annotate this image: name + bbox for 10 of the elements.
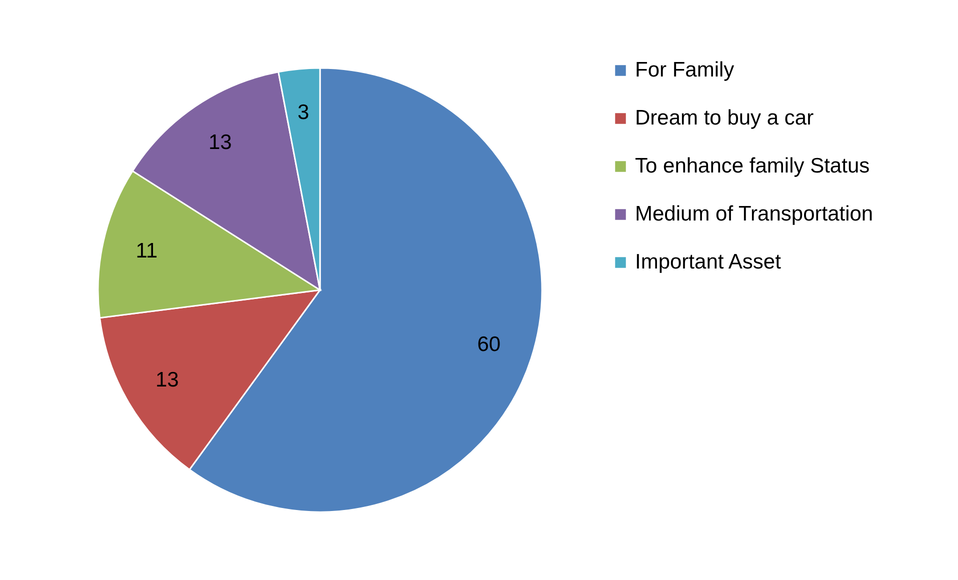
data-label: 11: [136, 239, 158, 262]
data-label: 13: [155, 368, 179, 392]
legend-label: For Family: [635, 58, 735, 82]
data-label: 13: [208, 131, 232, 154]
legend-label: Important Asset: [635, 250, 782, 274]
legend-label: To enhance family Status: [635, 154, 870, 178]
data-label: 3: [297, 101, 310, 124]
legend-label: Dream to buy a car: [635, 106, 814, 130]
data-label: 60: [477, 332, 501, 356]
legend-label: Medium of Transportation: [635, 202, 874, 226]
